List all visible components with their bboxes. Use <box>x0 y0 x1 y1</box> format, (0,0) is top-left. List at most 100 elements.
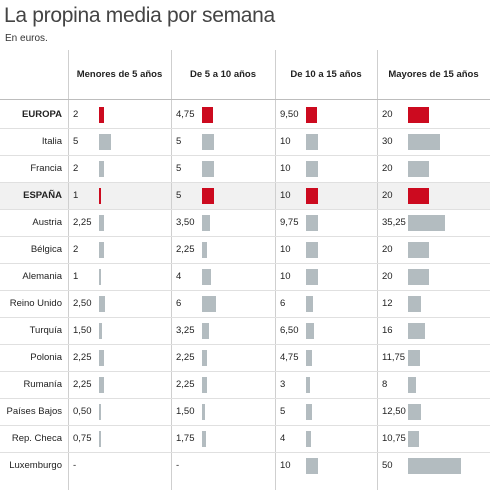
bar <box>306 214 318 231</box>
value-label: 10 <box>280 244 291 255</box>
value-label: 2,25 <box>73 352 92 363</box>
bar <box>99 160 104 177</box>
chart-title: La propina media por semana <box>4 4 275 27</box>
bar <box>99 214 105 231</box>
value-label: 5 <box>176 190 182 201</box>
bar <box>99 106 104 123</box>
bar <box>306 106 318 123</box>
row-divider <box>0 398 490 399</box>
country-label: Luxemburgo <box>9 460 62 471</box>
value-label: 2 <box>73 109 79 120</box>
row-divider <box>0 182 490 183</box>
value-label: 2,25 <box>73 379 92 390</box>
value-label: 0,75 <box>73 433 92 444</box>
row-divider <box>0 371 490 372</box>
value-label: 5 <box>73 136 79 147</box>
bar <box>408 295 421 312</box>
value-label: - <box>73 460 77 471</box>
value-label: - <box>176 460 180 471</box>
value-label: 2 <box>73 244 79 255</box>
bar <box>99 295 105 312</box>
value-label: 9,50 <box>280 109 299 120</box>
bar <box>408 457 461 474</box>
bar <box>408 430 420 447</box>
bar <box>202 376 208 393</box>
value-label: 6,50 <box>280 325 299 336</box>
bar <box>202 214 211 231</box>
column-divider <box>275 50 276 490</box>
tips-table: Menores de 5 años De 5 a 10 años De 10 a 1… <box>0 50 490 490</box>
country-label: Países Bajos <box>6 406 62 417</box>
value-label: 0,50 <box>73 406 92 417</box>
value-label: 4,75 <box>280 352 299 363</box>
value-label: 10 <box>280 136 291 147</box>
bar <box>306 241 318 258</box>
row-divider <box>0 452 490 453</box>
value-label: 10 <box>280 460 291 471</box>
column-header: Mayores de 15 años <box>388 69 479 80</box>
bar <box>99 349 105 366</box>
column-header: Menores de 5 años <box>76 69 163 80</box>
country-label: Rumanía <box>23 379 62 390</box>
bar <box>408 349 421 366</box>
bar <box>99 322 103 339</box>
value-label: 6 <box>280 298 286 309</box>
value-label: 16 <box>382 325 393 336</box>
bar <box>202 133 214 150</box>
header-divider <box>0 99 490 100</box>
bar <box>202 322 210 339</box>
value-label: 2,25 <box>176 379 195 390</box>
value-label: 5 <box>176 163 182 174</box>
row-divider <box>0 236 490 237</box>
bar <box>202 268 212 285</box>
bar <box>99 268 102 285</box>
bar <box>408 214 446 231</box>
bar <box>306 295 314 312</box>
value-label: 20 <box>382 244 393 255</box>
column-header: De 5 a 10 años <box>189 69 256 80</box>
value-label: 1,50 <box>176 406 195 417</box>
value-label: 10 <box>280 163 291 174</box>
bar <box>99 376 105 393</box>
bar <box>202 349 208 366</box>
value-label: 2,25 <box>176 352 195 363</box>
bar <box>202 160 214 177</box>
bar <box>408 160 430 177</box>
value-label: 8 <box>382 379 388 390</box>
value-label: 5 <box>280 406 286 417</box>
value-label: 6 <box>176 298 182 309</box>
value-label: 2,25 <box>176 244 195 255</box>
country-label: Italia <box>41 136 62 147</box>
value-label: 11,75 <box>382 352 406 363</box>
value-label: 20 <box>382 109 393 120</box>
country-label: Francia <box>30 163 62 174</box>
value-label: 10,75 <box>382 433 406 444</box>
column-divider <box>171 50 172 490</box>
row-divider <box>0 263 490 264</box>
value-label: 1 <box>73 190 79 201</box>
value-label: 4,75 <box>176 109 195 120</box>
row-divider <box>0 290 490 291</box>
country-label: Austria <box>32 217 62 228</box>
bar <box>306 403 312 420</box>
value-label: 1,75 <box>176 433 195 444</box>
bar <box>99 187 102 204</box>
value-label: 1 <box>73 271 79 282</box>
value-label: 20 <box>382 163 393 174</box>
bar <box>202 187 214 204</box>
row-divider <box>0 155 490 156</box>
bar <box>202 295 216 312</box>
row-divider <box>0 344 490 345</box>
country-label: Bélgica <box>30 244 62 255</box>
bar <box>202 106 213 123</box>
value-label: 30 <box>382 136 393 147</box>
value-label: 12,50 <box>382 406 406 417</box>
bar <box>408 241 430 258</box>
bar <box>202 241 208 258</box>
value-label: 3,25 <box>176 325 195 336</box>
country-label: Turquía <box>29 325 62 336</box>
bar <box>99 403 101 420</box>
value-label: 2 <box>73 163 79 174</box>
value-label: 2,25 <box>73 217 92 228</box>
bar <box>306 268 318 285</box>
